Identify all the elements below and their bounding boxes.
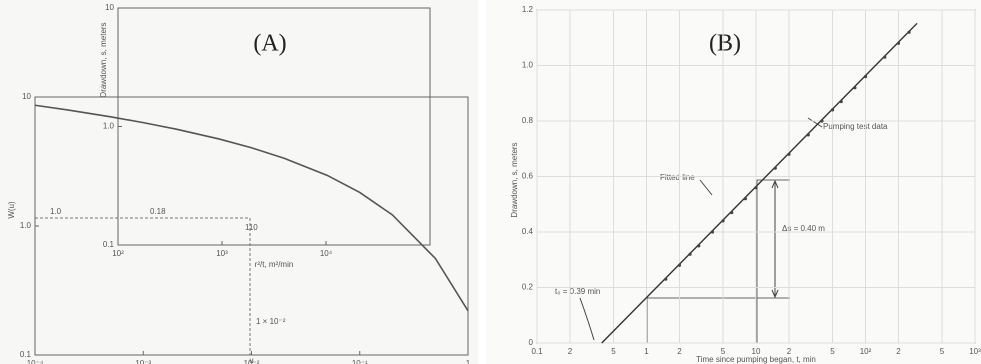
x-tick-label: 2: [896, 347, 901, 356]
y-tick-label: 0.6: [522, 172, 534, 181]
y-axis-label: W(u): [7, 201, 16, 219]
panel-title: (B): [709, 31, 741, 57]
x-tick-label: 2: [787, 347, 792, 356]
data-point: [806, 133, 810, 137]
x-tick-label: 10⁻³: [135, 359, 151, 364]
y-tick-label: 1.2: [522, 5, 534, 14]
data-point: [688, 252, 692, 256]
data-point: [907, 30, 911, 34]
overlay-y-label: Drawdown, s, meters: [99, 22, 108, 97]
data-point: [773, 166, 777, 170]
x-tick-label: 10⁻¹: [352, 359, 368, 364]
data-point: [710, 230, 715, 234]
y-axis-label: Drawdown, s, meters: [510, 142, 519, 217]
leader: [579, 297, 595, 341]
x-tick-label: 5: [721, 347, 726, 356]
leader: [807, 117, 823, 128]
x-tick-label: 1: [644, 347, 649, 356]
data-point: [787, 152, 791, 156]
y-tick-label: 1.0: [20, 221, 32, 230]
annotation: Δs = 0.40 m: [782, 224, 825, 233]
data-point: [896, 41, 901, 45]
x-tick-label: 5: [830, 347, 835, 356]
data-point: [697, 244, 701, 248]
data-point: [839, 99, 843, 104]
type-curve: [34, 104, 469, 312]
x-tick-label: 10²: [112, 249, 124, 258]
y-tick-label: 0.1: [20, 350, 32, 359]
panel-a: [0, 0, 478, 364]
annotation: Pumping test data: [823, 122, 888, 131]
x-tick-label: 10⁻²: [244, 359, 260, 364]
annotation: 0.18: [150, 207, 166, 216]
data-point: [677, 263, 682, 267]
data-point: [664, 277, 668, 281]
x-tick-label: 10²: [860, 347, 872, 356]
y-tick-label: 0.4: [522, 227, 534, 236]
x-axis-label: u: [249, 356, 253, 364]
x-tick-label: 10⁴: [320, 249, 333, 258]
y-tick-label: 0.2: [522, 283, 534, 292]
annotation: 110: [245, 223, 258, 232]
data-point: [721, 219, 725, 223]
overlay-x-label: r²/t, m²/min: [255, 260, 294, 269]
data-point: [820, 119, 824, 123]
x-axis-label: Time since pumping began, t, min: [696, 355, 816, 364]
x-tick-label: 2: [677, 347, 682, 356]
x-tick-label: 2: [568, 347, 573, 356]
data-point: [754, 186, 758, 190]
annotation: 1 × 10⁻²: [256, 317, 286, 326]
y-tick-label: 10: [105, 3, 114, 12]
data-point: [743, 197, 747, 201]
x-tick-label: 0.1: [531, 347, 543, 356]
annotation: t₀ = 0.39 min: [555, 287, 600, 296]
data-point: [863, 75, 868, 79]
data-point: [883, 55, 887, 59]
data-point: [730, 210, 734, 215]
x-tick-label: 1: [466, 359, 471, 364]
panel-title: (A): [253, 31, 286, 57]
arrow-head: [771, 179, 779, 299]
data-point: [830, 108, 835, 112]
x-tick-label: 10⁻⁴: [27, 359, 44, 364]
leader: [699, 179, 713, 196]
annotation: Fitted line: [660, 173, 695, 182]
y-tick-label: 1.0: [103, 122, 115, 131]
x-tick-label: 5: [611, 347, 616, 356]
y-tick-label: 0: [529, 338, 534, 347]
y-tick-label: 1.0: [522, 61, 534, 70]
y-tick-label: 0.8: [522, 116, 534, 125]
y-tick-label: 0.1: [103, 240, 115, 249]
x-tick-label: 5: [940, 347, 945, 356]
y-tick-label: 10: [22, 92, 31, 101]
x-tick-label: 10³: [216, 249, 228, 258]
data-point: [853, 86, 857, 90]
x-tick-label: 10³: [969, 347, 981, 356]
x-tick-label: 10: [752, 347, 761, 356]
annotation: 1.0: [50, 207, 62, 216]
